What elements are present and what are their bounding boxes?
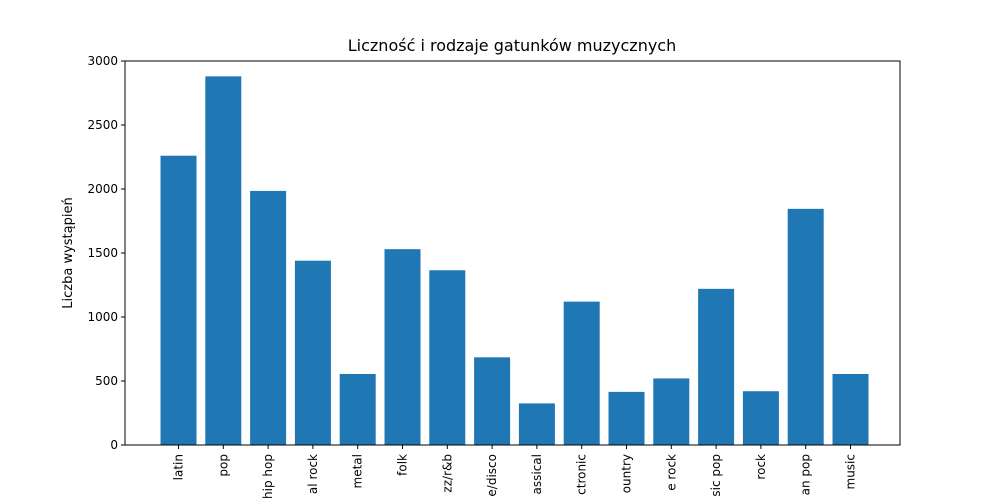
x-tick-label-15: music	[844, 454, 858, 489]
bar-15	[832, 373, 869, 445]
y-tick-label-1: 500	[95, 374, 118, 388]
x-tick-label-12: sic pop	[709, 454, 723, 497]
bar-14	[787, 208, 824, 445]
x-tick-label-0: latin	[172, 454, 186, 480]
y-tick-label-3: 1500	[87, 246, 118, 260]
x-tick-label-1: pop	[216, 454, 230, 477]
y-tick-label-5: 2500	[87, 118, 118, 132]
y-axis-label: Liczba wystąpień	[61, 197, 76, 308]
x-tick-label-10: ountry	[620, 454, 634, 493]
x-tick-label-14: an pop	[799, 454, 813, 495]
x-tick-label-2: hip hop	[261, 454, 275, 499]
x-tick-label-7: e/disco	[485, 454, 499, 497]
y-tick-label-4: 2000	[87, 182, 118, 196]
bar-4	[339, 373, 376, 445]
y-tick-label-0: 0	[110, 438, 118, 452]
bar-9	[563, 301, 600, 445]
bar-12	[698, 288, 735, 445]
x-axis: latin pop hip hop al rock metal folk zz/r&b e/d…	[172, 445, 858, 499]
bar-11	[653, 378, 690, 445]
x-tick-label-13: rock	[754, 454, 768, 480]
x-tick-label-11: e rock	[664, 454, 678, 491]
bar-5	[384, 249, 421, 445]
x-tick-label-4: metal	[351, 454, 365, 488]
bar-8	[518, 403, 555, 445]
y-tick-label-2: 1000	[87, 310, 118, 324]
x-tick-label-8: assical	[530, 454, 544, 494]
bar-1	[205, 76, 242, 446]
y-tick-label-6: 3000	[87, 54, 118, 68]
y-axis: 0 500 1000 1500 2000 2500 3000	[87, 54, 125, 452]
bar-13	[742, 391, 779, 445]
bar-6	[429, 270, 466, 445]
bar-2	[250, 190, 287, 445]
chart-title: Liczność i rodzaje gatunków muzycznych	[348, 36, 677, 55]
x-tick-label-9: ctronic	[575, 454, 589, 495]
bar-10	[608, 391, 645, 445]
bars-group	[160, 76, 869, 446]
bar-7	[474, 357, 511, 445]
bar-0	[160, 155, 197, 445]
bar-3	[294, 260, 331, 445]
x-tick-label-5: folk	[396, 454, 410, 476]
x-tick-label-6: zz/r&b	[440, 454, 454, 493]
x-tick-label-3: al rock	[306, 454, 320, 494]
plot-frame	[124, 60, 901, 446]
